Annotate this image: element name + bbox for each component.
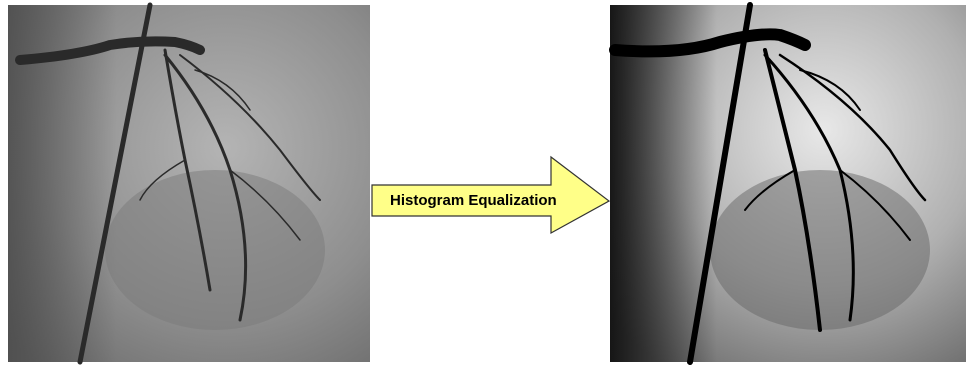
page: Histogram Equalization (() => { const da…	[0, 0, 966, 365]
arrow: Histogram Equalization	[372, 157, 609, 233]
figure: Histogram Equalization	[0, 0, 966, 365]
arrow-label: Histogram Equalization	[390, 192, 557, 209]
equalized-image	[610, 5, 966, 362]
original-image	[8, 5, 370, 362]
